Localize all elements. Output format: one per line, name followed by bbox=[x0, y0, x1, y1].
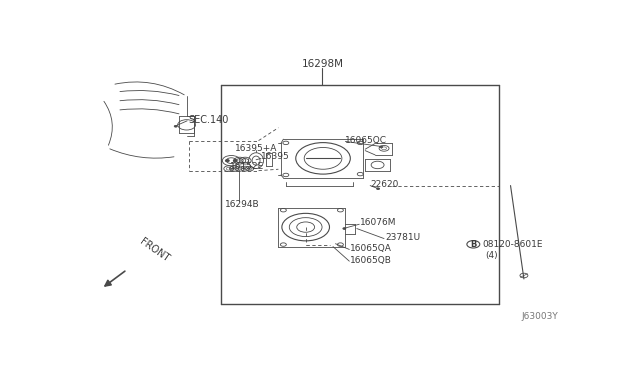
Text: 16065QA: 16065QA bbox=[350, 244, 392, 253]
Text: 16395: 16395 bbox=[261, 153, 290, 161]
Text: 23781U: 23781U bbox=[385, 232, 420, 242]
Text: 16076M: 16076M bbox=[360, 218, 397, 227]
Text: J63003Y: J63003Y bbox=[522, 312, 559, 321]
Circle shape bbox=[343, 228, 346, 230]
Text: (4): (4) bbox=[486, 251, 499, 260]
Text: 16298M: 16298M bbox=[301, 59, 344, 69]
Circle shape bbox=[174, 125, 177, 127]
Circle shape bbox=[376, 188, 380, 190]
Circle shape bbox=[233, 160, 237, 162]
Text: 16294B: 16294B bbox=[225, 200, 259, 209]
Text: 22620: 22620 bbox=[370, 180, 399, 189]
Text: B: B bbox=[470, 240, 477, 249]
Circle shape bbox=[225, 160, 229, 162]
Text: 16395+A: 16395+A bbox=[236, 144, 278, 153]
Circle shape bbox=[380, 146, 383, 148]
Text: SEC.140: SEC.140 bbox=[188, 115, 228, 125]
Text: 08120-8601E: 08120-8601E bbox=[483, 240, 543, 249]
Text: 16152E: 16152E bbox=[230, 162, 264, 171]
Text: 16065QB: 16065QB bbox=[350, 256, 392, 264]
Text: FRONT: FRONT bbox=[138, 237, 171, 264]
Text: 16065QC: 16065QC bbox=[346, 135, 387, 145]
